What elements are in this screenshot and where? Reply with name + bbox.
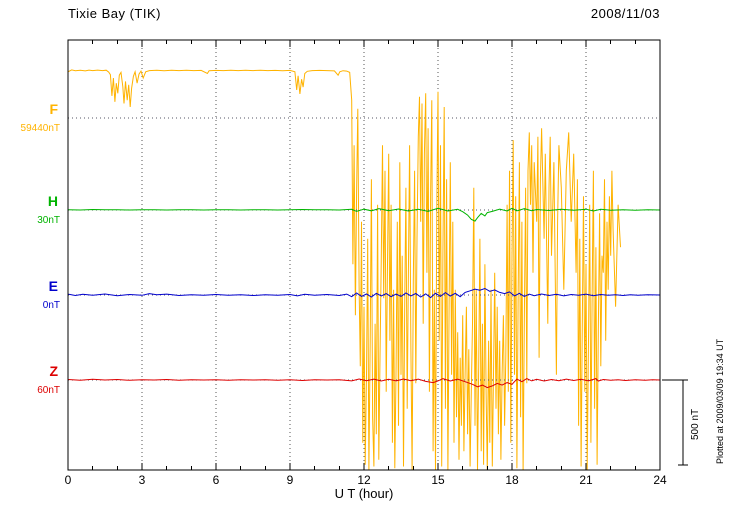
trace-H — [68, 207, 660, 222]
tick-label-18h: 18 — [505, 473, 519, 487]
trace-Z — [68, 378, 660, 389]
series-label-E: E — [49, 278, 58, 294]
tick-label-24h: 24 — [653, 473, 667, 487]
x-axis-label: U T (hour) — [334, 486, 394, 501]
series-label-H: H — [48, 193, 58, 209]
tick-label-12h: 12 — [357, 473, 371, 487]
trace-F — [68, 69, 621, 470]
tick-label-0h: 0 — [65, 473, 72, 487]
plotted-at-note: Plotted at 2009/03/09 19:34 UT — [715, 338, 725, 464]
series-baseline-value-E: 0nT — [43, 300, 60, 311]
scale-bar-label: 500 nT — [690, 408, 701, 440]
series-baseline-value-Z: 60nT — [37, 385, 60, 396]
series-baseline-value-H: 30nT — [37, 215, 60, 226]
tick-label-21h: 21 — [579, 473, 593, 487]
station-title: Tixie Bay (TIK) — [68, 6, 161, 21]
tick-label-3h: 3 — [139, 473, 146, 487]
series-label-Z: Z — [49, 363, 58, 379]
series-label-F: F — [49, 101, 58, 117]
series-baseline-value-F: 59440nT — [21, 123, 60, 134]
plot-date: 2008/11/03 — [590, 6, 660, 21]
tick-label-15h: 15 — [431, 473, 445, 487]
tick-label-6h: 6 — [213, 473, 220, 487]
tick-label-9h: 9 — [287, 473, 294, 487]
trace-E — [68, 287, 660, 299]
